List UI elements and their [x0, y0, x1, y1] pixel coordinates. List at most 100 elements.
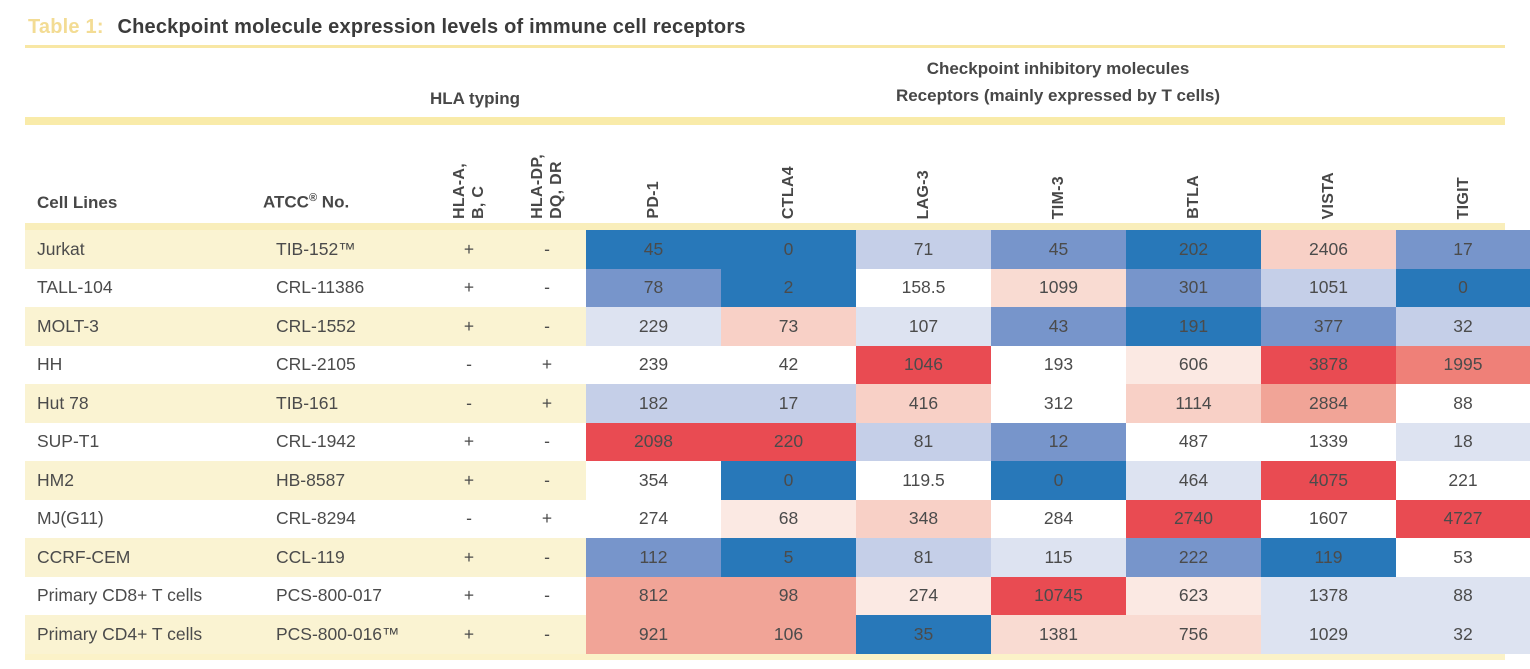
hla-dpdqdr-value: -: [508, 461, 586, 500]
bottom-yellow-band: [25, 653, 1505, 660]
cell-line-name: HM2: [25, 461, 263, 500]
atcc-number: TIB-161: [263, 384, 430, 423]
table-row: CCRF-CEM CCL-119 + -112 5 81 115 222 119 53: [25, 538, 1530, 577]
expression-value-ctla4: 98: [721, 576, 856, 615]
expression-value-tigit: 4727: [1396, 499, 1530, 538]
expression-value-pd1: 182: [586, 384, 721, 423]
column-header-vista: VISTA: [1320, 171, 1337, 219]
expression-value-lag3: 81: [856, 422, 991, 461]
expression-value-btla: 222: [1126, 538, 1261, 577]
expression-value-vista: 119: [1261, 538, 1396, 577]
atcc-no-label: No.: [317, 193, 350, 212]
table-row: MJ(G11) CRL-8294- +274 68 348 284 2740 1607 4727: [25, 499, 1530, 538]
expression-value-ctla4: 73: [721, 307, 856, 346]
cell-line-name: Primary CD8+ T cells: [25, 576, 263, 615]
atcc-number: CCL-119: [263, 538, 430, 577]
cell-line-name: HH: [25, 345, 263, 384]
hla-dpdqdr-value: +: [508, 384, 586, 423]
expression-value-lag3: 35: [856, 615, 991, 654]
expression-value-tim3: 312: [991, 384, 1126, 423]
column-header-row: Cell Lines ATCC® No. HLA-A, B, C HLA-DP,…: [25, 125, 1530, 223]
cell-line-name: TALL-104: [25, 268, 263, 307]
expression-value-pd1: 812: [586, 576, 721, 615]
hla-dpdqdr-value: -: [508, 422, 586, 461]
table-row: Primary CD4+ T cells PCS-800-016™ + -921 106…: [25, 615, 1530, 654]
column-header-tim3: TIM-3: [1050, 175, 1067, 219]
expression-value-btla: 756: [1126, 615, 1261, 654]
expression-value-tigit: 88: [1396, 384, 1530, 423]
hla-dpdqdr-value: -: [508, 538, 586, 577]
expression-value-lag3: 416: [856, 384, 991, 423]
expression-value-tigit: 32: [1396, 615, 1530, 654]
table-row: SUP-T1 CRL-1942 + -2098 220 81 12 487 1339 18: [25, 422, 1530, 461]
table-row: Hut 78 TIB-161- +182 17 416 312 1114 2884 88: [25, 384, 1530, 423]
expression-value-lag3: 107: [856, 307, 991, 346]
expression-value-tim3: 45: [991, 230, 1126, 269]
table-title-text: Checkpoint molecule expression levels of…: [117, 16, 746, 38]
hla-dpdqdr-value: -: [508, 268, 586, 307]
expression-value-tigit: 53: [1396, 538, 1530, 577]
hla-dpdqdr-value: +: [508, 499, 586, 538]
expression-value-tim3: 193: [991, 345, 1126, 384]
expression-value-lag3: 348: [856, 499, 991, 538]
expression-value-tigit: 88: [1396, 576, 1530, 615]
expression-value-ctla4: 17: [721, 384, 856, 423]
expression-value-lag3: 158.5: [856, 268, 991, 307]
header-yellow-band: [25, 117, 1505, 125]
expression-value-vista: 1029: [1261, 615, 1396, 654]
expression-value-pd1: 45: [586, 230, 721, 269]
expression-value-lag3: 81: [856, 538, 991, 577]
cell-line-name: CCRF-CEM: [25, 538, 263, 577]
expression-value-tim3: 43: [991, 307, 1126, 346]
column-header-btla: BTLA: [1185, 175, 1202, 219]
expression-value-lag3: 1046: [856, 345, 991, 384]
expression-value-tigit: 18: [1396, 422, 1530, 461]
expression-value-tim3: 1099: [991, 268, 1126, 307]
expression-value-vista: 2884: [1261, 384, 1396, 423]
expression-value-btla: 1114: [1126, 384, 1261, 423]
expression-value-ctla4: 2: [721, 268, 856, 307]
expression-value-ctla4: 0: [721, 230, 856, 269]
expression-value-ctla4: 5: [721, 538, 856, 577]
expression-value-vista: 1339: [1261, 422, 1396, 461]
expression-value-tim3: 12: [991, 422, 1126, 461]
page-title: Table 1: Checkpoint molecule expression …: [0, 0, 1530, 45]
cell-line-name: Jurkat: [25, 230, 263, 269]
expression-value-vista: 3878: [1261, 345, 1396, 384]
table-number-label: Table 1:: [28, 16, 104, 38]
expression-value-pd1: 112: [586, 538, 721, 577]
table-row: HM2 HB-8587 + -354 0 119.5 0 464 4075 221: [25, 461, 1530, 500]
expression-value-tigit: 32: [1396, 307, 1530, 346]
registered-mark: ®: [308, 192, 318, 205]
expression-value-btla: 606: [1126, 345, 1261, 384]
atcc-number: HB-8587: [263, 461, 430, 500]
atcc-number: CRL-2105: [263, 345, 430, 384]
expression-value-vista: 1051: [1261, 268, 1396, 307]
expression-value-btla: 202: [1126, 230, 1261, 269]
hla-abc-value: +: [430, 576, 508, 615]
column-header-pd1: PD-1: [645, 181, 662, 219]
cell-line-name: MOLT-3: [25, 307, 263, 346]
expression-value-btla: 464: [1126, 461, 1261, 500]
expression-value-tim3: 0: [991, 461, 1126, 500]
column-header-lag3: LAG-3: [915, 169, 932, 220]
expression-value-lag3: 71: [856, 230, 991, 269]
header-separator-band: [25, 223, 1505, 230]
column-header-atcc-no: ATCC® No.: [263, 192, 430, 223]
table-body: Jurkat TIB-152™ + -45 0 71 45 202 2406 17 TALL-104…: [25, 230, 1530, 654]
expression-value-ctla4: 68: [721, 499, 856, 538]
group-header-row: HLA typing Checkpoint inhibitory molecul…: [25, 48, 1530, 117]
expression-value-tigit: 1995: [1396, 345, 1530, 384]
group-header-hla-typing: HLA typing: [430, 89, 521, 108]
column-header-hla-dpdqdr: HLA-DP, DQ, DR: [529, 154, 565, 219]
hla-dpdqdr-value: -: [508, 230, 586, 269]
hla-abc-value: -: [430, 499, 508, 538]
expression-value-tim3: 115: [991, 538, 1126, 577]
expression-value-btla: 2740: [1126, 499, 1261, 538]
atcc-number: CRL-1552: [263, 307, 430, 346]
expression-value-pd1: 229: [586, 307, 721, 346]
hla-dpdqdr-value: -: [508, 615, 586, 654]
atcc-number: TIB-152™: [263, 230, 430, 269]
expression-value-ctla4: 0: [721, 461, 856, 500]
